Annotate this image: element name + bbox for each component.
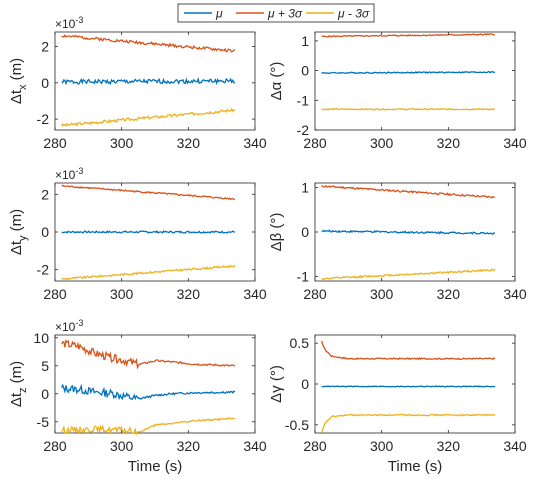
x-tick-label-alpha: 280 [303,135,327,151]
y-tick-label-gamma: -0.5 [285,417,309,433]
y-tick-label-ty: -2 [37,262,50,278]
series-line-tz-mu-plus-3sigma [61,338,236,370]
axes-box-alpha [314,31,516,131]
exponent-label-tz: ×10-3 [55,318,83,334]
y-axis-label-tz: Δtz (m) [8,361,29,407]
series-line-tx-mu [61,76,236,86]
x-tick-label-tx: 300 [110,135,134,151]
x-tick-label-gamma: 340 [503,438,527,454]
y-tick-label-ty: 0 [41,224,49,240]
series-line-ty-mu-plus-3sigma [61,184,236,201]
x-tick-label-alpha: 320 [437,135,461,151]
y-axis-label-alpha: Δα (°) [268,62,285,101]
y-axis-label-gamma: Δγ (°) [268,365,285,403]
panel-tz: 280 300 320 340 -5 0 5 10 ×10-3 Δtz (m) Time (s) [8,318,267,475]
y-tick-label-tz: 5 [41,358,49,374]
y-axis-label-ty: Δty (m) [8,209,29,255]
axes-box-tx [54,31,256,131]
series-line-beta-mu-minus-3sigma [321,268,496,281]
y-tick-label-tz: 0 [41,386,49,402]
y-tick-label-ty: 2 [41,186,49,202]
y-axis-label-tx: Δtx (m) [8,58,29,104]
exponent-label-ty: ×10-3 [55,166,83,182]
x-tick-label-ty: 320 [177,286,201,302]
x-tick-label-alpha: 300 [370,135,394,151]
x-tick-label-ty: 340 [243,286,267,302]
y-tick-label-gamma: 0 [301,376,309,392]
x-axis-label-tz: Time (s) [128,458,182,475]
y-tick-label-tx: -2 [37,111,50,127]
legend-box [177,3,375,23]
series-line-tz-mu-minus-3sigma [61,417,236,436]
series-line-gamma-mu-minus-3sigma [321,413,496,433]
y-axis-label-beta: Δβ (°) [268,213,285,252]
series-line-beta-mu-plus-3sigma [321,184,496,199]
x-tick-label-beta: 280 [303,286,327,302]
series-line-alpha-mu [321,70,495,75]
x-tick-label-gamma: 300 [370,438,394,454]
panel-alpha: 280 300 320 340 -2 -1 0 1 Δα (°) [268,31,527,151]
series-line-ty-mu [61,229,236,234]
panel-gamma: 280 300 320 340 -0.5 0 0.5 Δγ (°) Time (s) [268,334,527,475]
x-tick-label-gamma: 320 [437,438,461,454]
x-tick-label-tz: 300 [110,438,134,454]
y-tick-label-alpha: -2 [297,122,310,138]
y-tick-label-alpha: -1 [297,92,310,108]
x-axis-label-gamma: Time (s) [388,458,442,475]
y-tick-label-tz: 10 [33,330,49,346]
x-tick-label-alpha: 340 [503,135,527,151]
legend-label-mu-plus-3sigma: μ + 3σ [267,7,303,21]
series-line-alpha-mu-minus-3sigma [321,107,496,111]
x-tick-label-tx: 320 [177,135,201,151]
legend-entry-mu: μ [184,7,223,21]
series-line-gamma-mu [321,385,496,388]
series-line-beta-mu [321,229,496,236]
series-line-alpha-mu-plus-3sigma [321,33,496,38]
legend-entry-mu-minus-3sigma: μ - 3σ [306,7,370,21]
x-tick-label-ty: 280 [43,286,67,302]
panel-beta: 280 300 320 340 -1 0 1 Δβ (°) [268,179,527,302]
x-tick-label-tz: 280 [43,438,67,454]
series-line-tx-mu-plus-3sigma [61,34,235,53]
x-tick-label-beta: 340 [503,286,527,302]
legend-label-mu: μ [215,7,223,21]
legend: μ μ + 3σ μ - 3σ [177,3,375,23]
series-line-gamma-mu-plus-3sigma [321,340,496,361]
y-tick-label-gamma: 0.5 [290,335,310,351]
y-tick-label-alpha: 0 [301,63,309,79]
x-tick-label-gamma: 280 [303,438,327,454]
series-line-tz-mu [61,383,236,401]
x-tick-label-tz: 320 [177,438,201,454]
y-tick-label-tx: 2 [41,39,49,55]
exponent-label-tx: ×10-3 [55,15,83,31]
panel-tx: 280 300 320 340 -2 0 2 ×10-3 Δtx (m) [8,15,267,151]
x-tick-label-tx: 340 [243,135,267,151]
x-tick-label-beta: 300 [370,286,394,302]
y-tick-label-beta: -1 [297,269,310,285]
axes-box-gamma [314,334,516,434]
legend-entry-mu-plus-3sigma: μ + 3σ [236,7,303,21]
x-tick-label-tz: 340 [243,438,267,454]
series-line-ty-mu-minus-3sigma [61,264,236,281]
x-tick-label-tx: 280 [43,135,67,151]
y-tick-label-tx: 0 [41,75,49,91]
x-tick-label-beta: 320 [437,286,461,302]
legend-label-mu-minus-3sigma: μ - 3σ [337,7,370,21]
y-tick-label-tz: -5 [37,414,50,430]
y-tick-label-beta: 0 [301,224,309,240]
x-tick-label-ty: 300 [110,286,134,302]
panel-ty: 280 300 320 340 -2 0 2 ×10-3 Δty (m) [8,166,267,302]
y-tick-label-beta: 1 [301,179,309,195]
axes-box-tz [54,334,256,434]
y-tick-label-alpha: 1 [301,33,309,49]
series-line-tx-mu-minus-3sigma [61,107,236,128]
